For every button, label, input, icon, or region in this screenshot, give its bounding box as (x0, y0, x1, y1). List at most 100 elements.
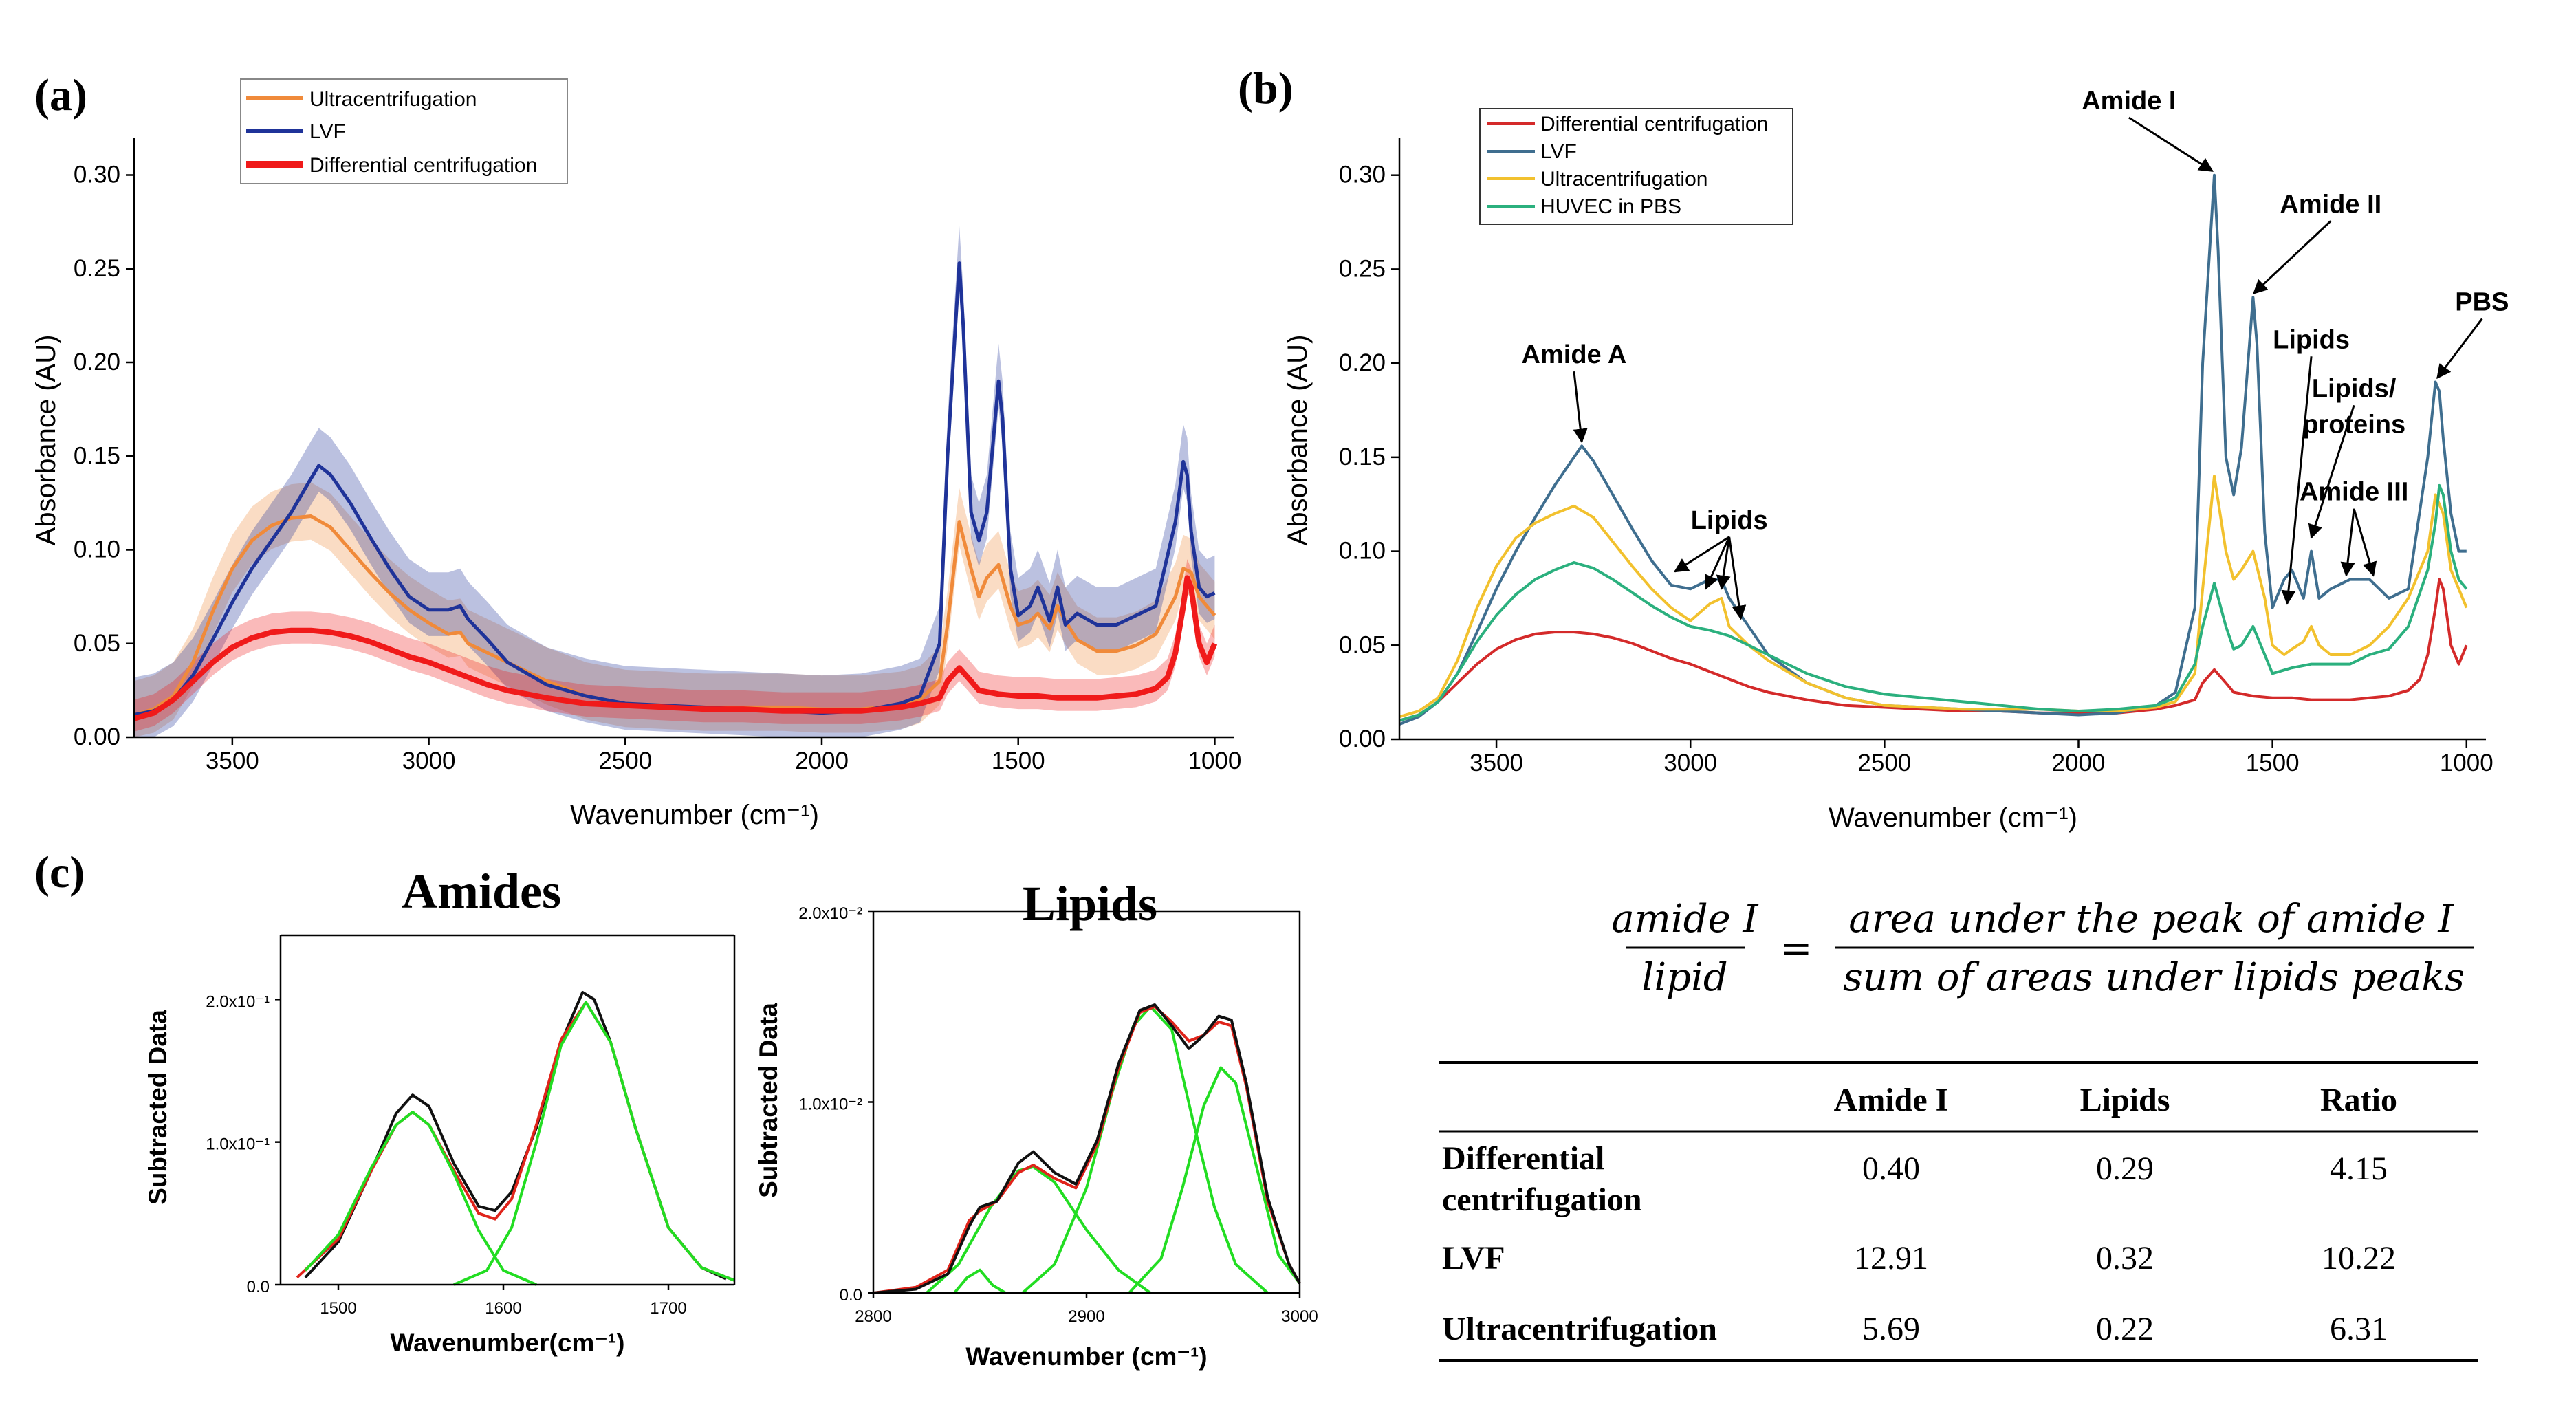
series-line-component-3 (1021, 1005, 1269, 1294)
series-line-component-2 (453, 1001, 735, 1286)
annotation-arrow (1716, 536, 1731, 590)
annotation-label: Amide I (2082, 87, 2176, 116)
chart-c-lipids-xlabel: Wavenumber (cm⁻¹) (965, 1342, 1207, 1371)
formula-equals: = (1780, 926, 1813, 971)
series-line-raw (304, 990, 727, 1281)
x-tick-label: 1500 (320, 1299, 356, 1318)
chart-b: 3500 3000 2500 2000 1500 1000 0.00 0.05 0.10 0.15… (1282, 87, 2509, 833)
table-cell: 12.91 (1854, 1240, 1928, 1276)
series-line-fit (873, 1005, 1301, 1294)
series-line-component-1 (953, 1268, 1007, 1294)
annotation-arrow (2128, 116, 2214, 172)
chart-c-amides-lines (296, 990, 735, 1286)
chart-b-lines (1399, 173, 2468, 726)
y-tick-label: 0.15 (1339, 444, 1386, 470)
legend-label-ultracentrifugation: Ultracentrifugation (1540, 168, 1707, 190)
panel-label-b: (b) (1238, 63, 1294, 113)
chart-c-lipids-ylabel: Subtracted Data (754, 1003, 783, 1198)
table-cell: 0.40 (1862, 1151, 1920, 1187)
chart-c-amides-axes: 1500 1600 1700 0.0 1.0x10⁻¹ 2.0x10⁻¹ (206, 934, 736, 1318)
chart-a-axes: 3500 3000 2500 2000 1500 1000 0.00 0.05 0.10 0.15… (74, 138, 1241, 774)
y-tick-label: 0.20 (1339, 349, 1386, 376)
series-line-fit (296, 1001, 735, 1282)
x-tick-label: 3500 (1470, 750, 1523, 776)
chart-b-axes: 3500 3000 2500 2000 1500 1000 0.00 0.05 0.10 0.15… (1339, 138, 2493, 776)
y-tick-label: 0.15 (74, 442, 120, 469)
annotation-label: Lipids/ (2312, 374, 2397, 403)
annotation-label: Amide A (1522, 340, 1627, 369)
table-cell: 4.15 (2330, 1151, 2388, 1187)
y-tick-label: 0.05 (1339, 631, 1386, 658)
y-tick-label: 0.0 (840, 1286, 862, 1305)
x-tick-label: 2500 (598, 748, 652, 774)
chart-a-legend: Ultracentrifugation LVF Differential cen… (240, 78, 568, 184)
formula-rhs-numerator: area under the peak of amide I (1848, 897, 2454, 941)
y-tick-label: 0.30 (74, 162, 120, 188)
x-tick-label: 2000 (795, 748, 849, 774)
annotation-arrow (2436, 318, 2483, 380)
annotation-label: PBS (2455, 288, 2509, 317)
annotation-label: Lipids (2273, 325, 2350, 354)
y-tick-label: 0.00 (1339, 726, 1386, 752)
x-tick-label: 1600 (485, 1299, 521, 1318)
series-line-raw (873, 1003, 1301, 1294)
y-tick-label: 0.00 (74, 723, 120, 750)
chart-c-amides-xlabel: Wavenumber(cm⁻¹) (391, 1329, 625, 1357)
x-tick-label: 2500 (1857, 750, 1911, 776)
chart-a-bands (134, 226, 1215, 738)
chart-b-legend: Differential centrifugation LVF Ultracen… (1479, 108, 1793, 225)
table-row-label: LVF (1442, 1240, 1505, 1276)
annotation-label: Amide II (2280, 190, 2381, 219)
table-row-label: centrifugation (1442, 1181, 1642, 1218)
x-tick-label: 2800 (855, 1307, 891, 1326)
x-tick-label: 2000 (2052, 750, 2106, 776)
series-line-component-1 (304, 1111, 537, 1286)
ratio-formula: amide I lipid = area under the peak of a… (1611, 897, 2474, 1000)
annotation-arrow (1673, 536, 1730, 573)
annotation-arrow (2340, 508, 2355, 577)
x-tick-label: 1000 (1188, 748, 1241, 774)
x-tick-label: 3000 (1663, 750, 1717, 776)
annotation-arrow (1704, 536, 1731, 590)
chart-b-annotations: Amide A Lipids Amide I Amide II Lipids Lipids… (1522, 87, 2509, 620)
y-tick-label: 0.25 (1339, 255, 1386, 282)
x-tick-label: 1000 (2440, 750, 2493, 776)
table-header-amide: Amide I (1834, 1082, 1949, 1118)
y-tick-label: 0.10 (1339, 538, 1386, 565)
annotation-arrow (2353, 508, 2377, 577)
legend-label-huvec: HUVEC in PBS (1540, 195, 1681, 218)
chart-a-xlabel: Wavenumber (cm⁻¹) (570, 800, 819, 830)
table-row-label: Ultracentrifugation (1442, 1311, 1717, 1347)
legend-label-lvf: LVF (309, 120, 346, 143)
legend-label-lvf: LVF (1540, 140, 1577, 163)
table-cell: 5.69 (1862, 1311, 1920, 1347)
table-row-label: Differential (1442, 1140, 1604, 1177)
y-tick-label: 0.05 (74, 630, 120, 657)
chart-c-lipids-lines (873, 1003, 1301, 1294)
y-tick-label: 0.30 (1339, 162, 1386, 188)
formula-rhs-denominator: sum of areas under lipids peaks (1843, 955, 2465, 1000)
annotation-label: proteins (2302, 410, 2405, 439)
annotation-arrow (2308, 404, 2355, 539)
y-tick-label: 0.20 (74, 349, 120, 375)
annotation-arrow (2281, 356, 2313, 605)
chart-c-amides: Amides 1500 1600 1700 0.0 1.0x10⁻¹ 2.0x10⁻¹ W… (144, 864, 736, 1357)
y-tick-label: 2.0x10⁻¹ (206, 992, 270, 1011)
chart-b-ylabel: Absorbance (AU) (1282, 335, 1313, 546)
y-tick-label: 2.0x10⁻² (798, 904, 862, 923)
series-line-differential-centrifugation (133, 575, 1218, 721)
chart-c-amides-ylabel: Subtracted Data (144, 1010, 172, 1205)
annotation-arrow (1728, 536, 1747, 620)
series-line-component-4 (1128, 1066, 1301, 1294)
x-tick-label: 1700 (650, 1299, 686, 1318)
annotation-label: Lipids (1691, 506, 1768, 535)
table-cell: 0.29 (2096, 1151, 2154, 1187)
table-header-ratio: Ratio (2320, 1082, 2397, 1118)
y-tick-label: 0.25 (74, 255, 120, 282)
chart-a-lines (133, 261, 1218, 721)
panel-label-c: (c) (34, 847, 85, 897)
chart-c-amides-title: Amides (402, 864, 561, 919)
band-ultracentrifugation (134, 482, 1215, 737)
formula-lhs-numerator: amide I (1611, 897, 1759, 941)
annotation-arrow (1573, 371, 1588, 444)
